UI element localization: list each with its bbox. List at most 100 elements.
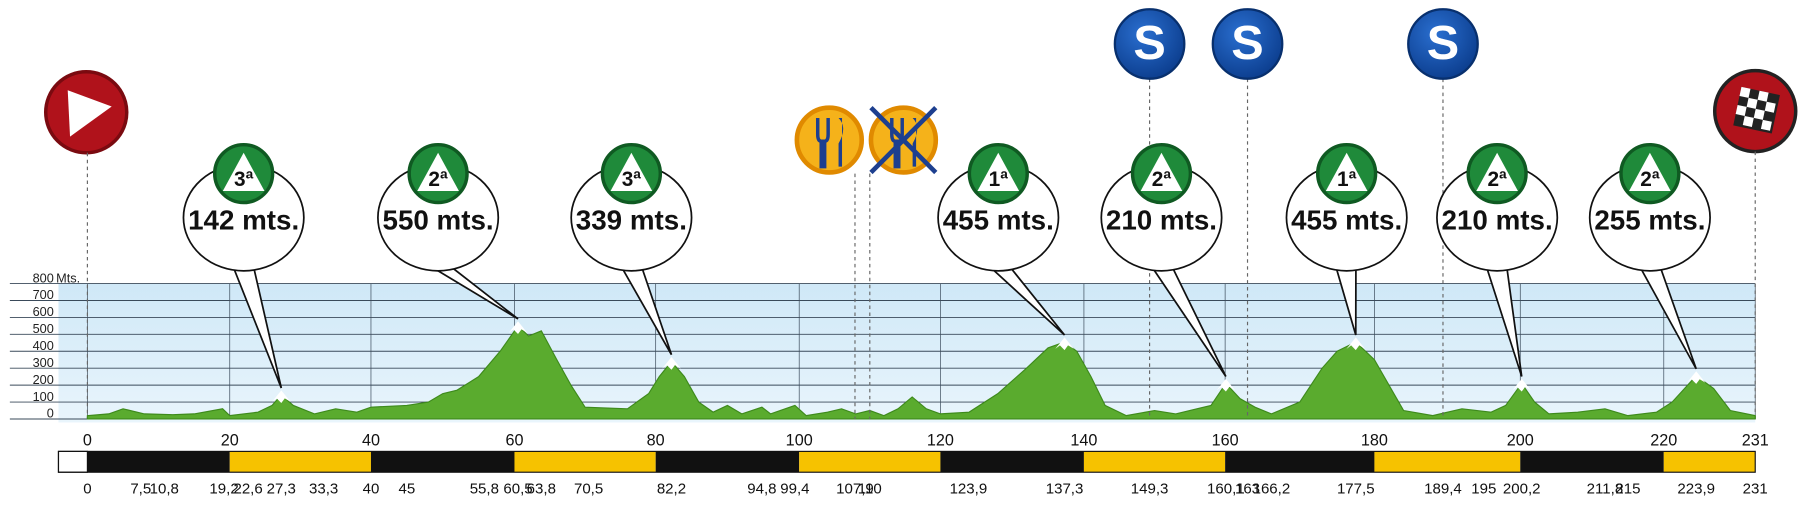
x-tick-label: 40 [362,431,380,449]
y-tick-label: 400 [33,338,54,353]
km-label: 27,3 [267,481,296,498]
climb-label: 455 mts. [943,205,1054,236]
x-tick-label: 160 [1212,431,1239,449]
plot-background [58,283,1756,423]
distance-bar-segment [514,451,656,473]
km-label: 0 [83,481,91,498]
km-label: 107,9 [836,481,874,498]
sprint-icon [1211,8,1284,80]
climb-label: 550 mts. [383,205,494,236]
x-tick-label: 200 [1507,431,1534,449]
km-label: 70,5 [574,481,603,498]
category-mountain [610,152,653,191]
peak-snow [508,321,528,334]
peak-snow [1512,378,1531,392]
km-label: 45 [398,481,415,498]
y-tick-label: 300 [33,355,54,370]
km-label: 166,2 [1253,481,1291,498]
category-mountain [1476,152,1518,191]
distance-bar-segment [1374,451,1521,473]
climb-category: 3ª [234,168,254,191]
km-label: 7,5 [130,481,151,498]
y-tick-label: 800 [33,270,54,285]
climb-category: 2ª [428,168,448,191]
km-label: 231 [1743,481,1768,498]
no-feed-icon [868,105,939,175]
distance-bar-frame [57,450,1756,473]
peak-snow [1686,371,1706,384]
y-tick-label: 100 [33,389,54,404]
x-tick-label: 220 [1650,431,1677,449]
distance-bar-segment [655,451,800,473]
x-tick-label: 140 [1070,431,1097,449]
distance-bar-segment [1083,451,1226,473]
km-label: 160,1 [1207,481,1245,498]
y-tick-label: 0 [47,406,54,421]
km-label: 163 [1235,481,1260,498]
category-mountain [1629,152,1671,191]
km-label: 94,8 [747,481,776,498]
km-label: 137,3 [1046,481,1084,498]
km-label: 40 [363,481,380,498]
climb-label: 210 mts. [1106,205,1217,236]
climb-label: 255 mts. [1594,205,1705,236]
km-label: 149,3 [1131,481,1169,498]
peak-snow [1216,378,1236,392]
peak-snow [662,356,681,370]
climb-category: 1ª [1337,168,1357,191]
distance-bar-start [57,450,88,473]
y-tick-label: 200 [33,372,54,387]
km-label: 10,8 [150,481,179,498]
x-tick-label: 231 [1742,431,1769,449]
km-label: 60,5 [503,481,532,498]
category-mountain [1325,152,1368,191]
distance-bar-segment [1663,451,1756,473]
sprint-letter: S [1231,16,1263,70]
y-tick-label: 600 [33,304,54,319]
category-mountain [977,152,1020,191]
distance-bar-segment [87,451,230,473]
sprint-letter: S [1427,16,1459,70]
climb-label: 210 mts. [1442,205,1553,236]
distance-bar-segment [1225,451,1375,473]
start-icon [43,70,129,419]
climb-label: 339 mts. [576,205,687,236]
x-tick-label: 120 [927,431,954,449]
x-tick-label: 100 [786,431,813,449]
category-mountain [1140,152,1183,191]
climb-category: 3ª [622,168,642,191]
distance-bar-segment [940,451,1084,473]
sprint-letter: S [1133,16,1165,70]
climb-label: 455 mts. [1291,205,1402,236]
km-label: 33,3 [309,481,338,498]
km-label: 177,5 [1337,481,1375,498]
elevation-area [86,325,1756,420]
km-label: 200,2 [1503,481,1541,498]
climb-label: 142 mts. [188,205,299,236]
finish-icon [1712,68,1798,419]
km-label: 223,9 [1677,481,1715,498]
km-label: 195 [1471,481,1496,498]
category-mountain [222,152,265,191]
x-tick-label: 60 [505,431,523,449]
km-label: 110 [858,481,882,498]
climb-category: 2ª [1487,168,1507,191]
climb-category: 2ª [1640,168,1660,191]
km-label: 189,4 [1424,481,1462,498]
peak-snow [272,390,291,404]
peak-snow [1346,337,1366,351]
distance-bar-segment [799,451,941,473]
km-label: 55,8 [470,481,499,498]
climb-category: 2ª [1152,168,1172,191]
sprint-icon [1113,8,1186,80]
peak-snow [1055,337,1074,351]
km-label: 211,8 [1587,481,1624,498]
distance-bar-segment [1520,451,1664,473]
km-label: 22,6 [233,481,262,498]
km-label: 19,2 [209,481,238,498]
km-label: 82,2 [657,481,686,498]
climb-category: 1ª [989,168,1009,191]
y-tick-label: 700 [33,287,54,302]
